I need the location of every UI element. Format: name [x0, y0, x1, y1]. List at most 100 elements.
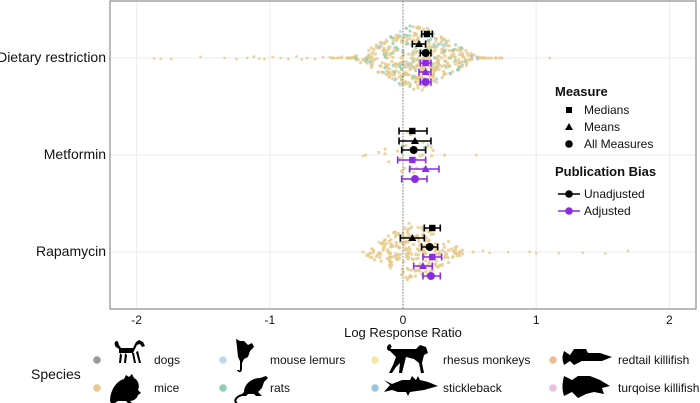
swarm-point [372, 48, 376, 52]
swarm-point [432, 42, 436, 46]
swarm-point [399, 273, 403, 277]
swarm-point [422, 65, 426, 70]
swarm-point [461, 55, 465, 59]
swarm-point [431, 62, 435, 66]
x-axis-title: Log Response Ratio [344, 325, 462, 340]
swarm-point [389, 255, 393, 259]
swarm-point [494, 56, 498, 60]
swarm-point [406, 252, 410, 256]
swarm-point [444, 65, 448, 69]
swarm-point [287, 57, 290, 61]
swarm-point [388, 259, 392, 264]
swarm-point [433, 45, 437, 49]
swarm-point [393, 62, 397, 66]
swarm-point [300, 58, 304, 61]
swarm-point [379, 259, 383, 263]
swarm-point [443, 153, 447, 157]
estimate-point-square [422, 59, 429, 67]
species-label-rhesus-monkeys: rhesus monkeys [443, 353, 530, 367]
swarm-point [295, 55, 298, 58]
estimate-point-square [409, 156, 416, 164]
turquoise-killifish-icon [562, 376, 610, 398]
swarm-point [388, 263, 393, 267]
x-tick-label: 0 [400, 313, 407, 327]
swarm-point [340, 55, 344, 58]
estimate-point-square [423, 30, 431, 38]
swarm-point [443, 250, 447, 254]
x-tick-label: 2 [666, 313, 673, 327]
swarm-point [406, 34, 410, 38]
swarm-point [488, 251, 491, 254]
swarm-point [337, 56, 341, 60]
swarm-point [475, 153, 478, 157]
swarm-point [391, 42, 395, 46]
swarm-point [459, 46, 463, 50]
species-color-redtail-killifish [549, 356, 557, 364]
estimate-medians-adjusted [422, 253, 443, 261]
swarm-point [364, 153, 368, 157]
swarm-point [442, 69, 446, 73]
swarm-point [440, 76, 444, 80]
swarm-point [245, 56, 249, 60]
swarm-point [435, 58, 439, 62]
swarm-point [404, 275, 408, 279]
swarm-point [445, 252, 449, 256]
swarm-point [400, 38, 404, 43]
swarm-point [413, 274, 418, 278]
y-label-rapamycin: Rapamycin [36, 243, 106, 259]
swarm-point [381, 248, 385, 252]
swarm-point [433, 61, 438, 65]
swarm-point [418, 154, 422, 158]
swarm-point [404, 255, 409, 259]
swarm-point [421, 153, 425, 157]
swarm-point [410, 56, 414, 60]
swarm-point [468, 58, 471, 61]
swarm-point [421, 27, 426, 31]
swarm-point [391, 55, 395, 60]
swarm-point [414, 32, 418, 36]
swarm-point [408, 37, 412, 41]
swarm-point [397, 71, 401, 75]
swarm-point [380, 241, 384, 245]
swarm-point [427, 261, 431, 265]
swarm-point [370, 247, 374, 251]
swarm-point [411, 25, 415, 29]
swarm-point [528, 250, 531, 254]
swarm-point [427, 44, 431, 48]
swarm-point [447, 56, 451, 60]
estimate-point-triangle [414, 40, 423, 47]
swarm-point [371, 59, 375, 63]
swarm-point [391, 39, 395, 43]
swarm-point [437, 67, 441, 71]
swarm-point [414, 69, 418, 73]
swarm-point [368, 255, 372, 259]
swarm-point [413, 66, 417, 70]
swarm-point [390, 72, 394, 76]
species-label-dogs: dogs [154, 353, 180, 367]
swarm-point [457, 58, 461, 62]
species-color-rats [219, 384, 227, 392]
swarm-point [371, 51, 375, 55]
swarm-point [426, 39, 430, 43]
estimate-all-measures-unadjusted [419, 49, 432, 57]
estimate-point-triangle [418, 262, 427, 269]
swarm-point [405, 37, 409, 41]
swarm-point [387, 160, 391, 164]
swarm-point [446, 261, 451, 265]
swarm-point [388, 53, 392, 57]
swarm-point [440, 47, 444, 52]
species-color-dogs [93, 356, 101, 364]
swarm-point [370, 62, 375, 66]
swarm-point [461, 52, 465, 56]
swarm-point [257, 57, 261, 60]
swarm-point [378, 45, 382, 49]
swarm-point [446, 256, 450, 260]
swarm-point [412, 171, 416, 175]
swarm-point [393, 230, 397, 234]
swarm-point [411, 257, 415, 262]
species-label-turquoise-killifish: turqoise killifish [618, 381, 699, 395]
swarm-point [454, 43, 458, 47]
swarm-point [500, 56, 504, 60]
swarm-point [396, 62, 400, 66]
